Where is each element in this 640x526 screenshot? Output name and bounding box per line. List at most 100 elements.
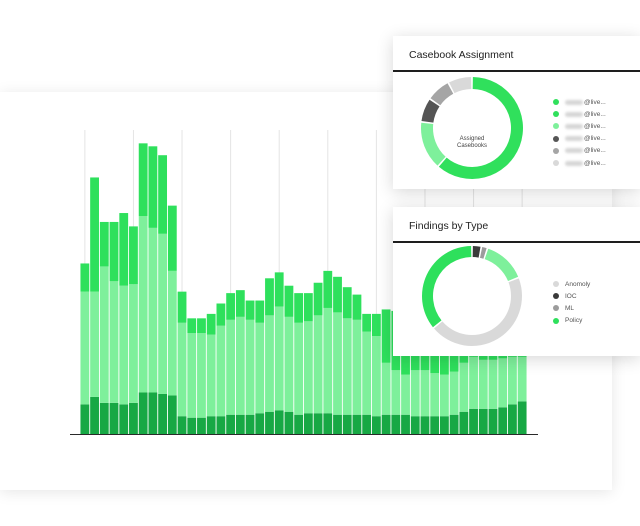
- bar-segment: [167, 270, 177, 396]
- legend-label: @live...: [584, 110, 606, 118]
- bar-segment: [197, 417, 206, 434]
- bar-segment: [80, 263, 90, 292]
- bar-segment: [488, 359, 498, 409]
- legend-item: @live...: [553, 145, 606, 157]
- bar-segment: [158, 393, 168, 434]
- bar-segment: [391, 414, 401, 434]
- legend-label: ML: [565, 304, 575, 312]
- donut-slice: [438, 77, 523, 179]
- legend-swatch: [553, 99, 559, 106]
- bar-segment: [381, 414, 391, 434]
- bar-segment: [294, 293, 304, 323]
- bar-segment: [129, 402, 138, 434]
- legend-label: @live...: [584, 98, 606, 106]
- bar-segment: [459, 362, 469, 412]
- redacted-name: [565, 160, 583, 166]
- legend-item: Anomoly: [553, 278, 590, 290]
- bar-segment: [410, 370, 420, 417]
- redacted-name: [565, 99, 583, 105]
- bar-segment: [177, 322, 187, 417]
- bar-segment: [430, 373, 440, 417]
- bar-segment: [138, 392, 148, 434]
- casebook-legend: @live... @live... @live... @live... @live...…: [553, 96, 606, 169]
- bar-segment: [216, 416, 226, 434]
- redacted-name: [565, 123, 583, 129]
- bar-segment: [352, 319, 362, 415]
- bar-segment: [342, 414, 352, 434]
- bar-segment: [401, 374, 410, 415]
- bar-segment: [284, 285, 294, 317]
- bar-segment: [90, 291, 99, 397]
- bar-segment: [352, 414, 362, 434]
- bar-segment: [99, 402, 109, 434]
- legend-swatch: [553, 111, 559, 118]
- bar-segment: [274, 410, 284, 434]
- bar-segment: [265, 411, 274, 434]
- bar-segment: [333, 414, 342, 434]
- bar-segment: [401, 414, 410, 434]
- bar-segment: [255, 413, 265, 434]
- bar-segment: [206, 416, 216, 434]
- bar-segment: [284, 411, 294, 434]
- bar-segment: [478, 408, 488, 434]
- bar-segment: [284, 316, 294, 412]
- bar-segment: [158, 155, 168, 234]
- bar-segment: [303, 413, 313, 434]
- bar-segment: [197, 318, 206, 334]
- bar-segment: [206, 313, 216, 335]
- bar-segment: [255, 300, 265, 323]
- bar-segment: [226, 414, 236, 434]
- bar-segment: [187, 318, 197, 334]
- bar-segment: [362, 414, 372, 434]
- redacted-name: [565, 111, 583, 117]
- legend-label: @live...: [584, 147, 606, 155]
- bar-segment: [235, 414, 245, 434]
- bar-segment: [371, 313, 381, 337]
- bar-segment: [90, 396, 99, 434]
- bar-segment: [158, 233, 168, 394]
- bar-segment: [109, 281, 119, 403]
- bar-segment: [216, 303, 226, 326]
- bar-segment: [303, 293, 313, 322]
- bar-segment: [138, 216, 148, 393]
- bar-segment: [498, 358, 508, 408]
- casebook-card-title: Casebook Assignment: [409, 49, 514, 61]
- bar-segment: [362, 331, 372, 415]
- bar-segment: [303, 321, 313, 414]
- bar-segment: [245, 414, 255, 434]
- bar-segment: [488, 408, 498, 434]
- bar-segment: [420, 370, 430, 417]
- bar-segment: [508, 356, 517, 405]
- bar-segment: [99, 221, 109, 267]
- bar-segment: [148, 227, 158, 393]
- donut-slice: [449, 77, 472, 94]
- bar-segment: [294, 414, 304, 434]
- bar-segment: [187, 417, 197, 434]
- bar-segment: [138, 143, 148, 217]
- bar-segment: [371, 416, 381, 434]
- bar-segment: [177, 416, 187, 434]
- donut-slice: [422, 246, 472, 328]
- bar-segment: [187, 333, 197, 418]
- bar-segment: [323, 270, 333, 308]
- bar-segment: [362, 313, 372, 332]
- bar-segment: [381, 309, 391, 363]
- donut-center-label-line-2: Casebooks: [457, 143, 487, 149]
- bar-segment: [274, 306, 284, 411]
- bar-segment: [323, 307, 333, 414]
- findings-legend: Anomoly IOC ML Policy: [553, 278, 590, 327]
- bar-segment: [177, 291, 187, 323]
- findings-donut-chart: [422, 246, 522, 346]
- bar-segment: [381, 362, 391, 415]
- bar-segment: [449, 414, 459, 434]
- donut-slice: [421, 122, 446, 166]
- legend-swatch: [553, 317, 559, 324]
- bar-segment: [226, 293, 236, 320]
- bar-segment: [206, 334, 216, 417]
- bar-segment: [313, 282, 323, 316]
- casebook-assignment-card: Casebook Assignment Assigned Casebooks @l…: [393, 36, 640, 189]
- bar-segment: [333, 276, 342, 313]
- donut-slice: [484, 248, 519, 282]
- bar-segment: [167, 395, 177, 434]
